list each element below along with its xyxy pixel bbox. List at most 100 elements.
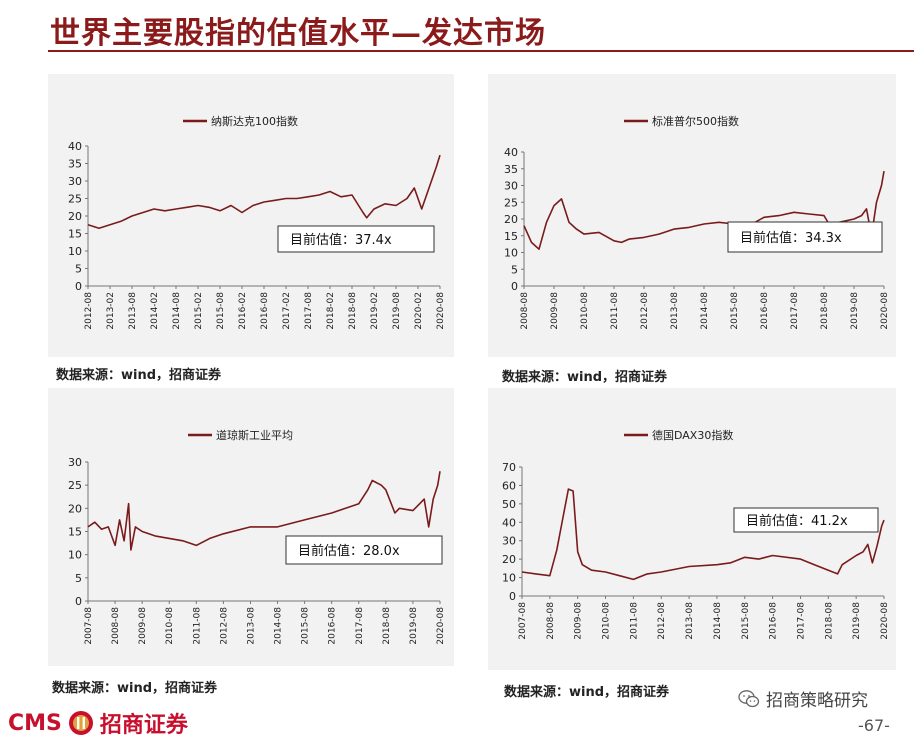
x-tick-label: 2012-08	[219, 607, 229, 645]
callout-box	[733, 507, 879, 533]
x-tick-label: 2012-08	[84, 292, 94, 330]
y-tick-label: 10	[68, 549, 82, 562]
chart-panel-dow: 0 5 10 15 20 25 30 2007-08 2008-08 2009-08 2010-08…	[48, 388, 454, 666]
y-tick-label: 25	[68, 193, 82, 206]
x-tick-label: 2013-08	[670, 292, 680, 330]
y-tick-label: 60	[502, 479, 516, 492]
x-tick-label: 2010-08	[165, 607, 175, 645]
x-tick-label: 2009-08	[574, 602, 584, 640]
series-line-nasdaq	[87, 154, 441, 230]
y-tick-label: 20	[504, 213, 518, 226]
y-tick-label: 0	[509, 590, 516, 603]
legend: 标准普尔500指数	[624, 114, 739, 128]
y-tick-label: 20	[68, 210, 82, 223]
x-tick-label: 2008-08	[111, 607, 121, 645]
x-tick-label: 2018-02	[326, 292, 336, 330]
y-tick-label: 50	[502, 498, 516, 511]
y-tick-label: 5	[75, 572, 82, 585]
y-tick-label: 0	[75, 595, 82, 608]
y-tick-label: 20	[68, 502, 82, 515]
y-tick-label: 10	[504, 247, 518, 260]
x-tick-label: 2017-08	[304, 292, 314, 330]
x-tick-label: 2019-08	[850, 292, 860, 330]
current-valuation-callout: 目前估值：28.0x	[285, 535, 443, 565]
chart-sp500: 0 5 10 15 20 25 30 35 40 2008-08 2009-08 2010-08 201…	[504, 114, 890, 330]
x-tick-label: 2015-08	[730, 292, 740, 330]
x-tick-label: 2013-08	[685, 602, 695, 640]
y-tick-label: 0	[511, 280, 518, 293]
x-tick-label: 2018-08	[348, 292, 358, 330]
y-tick-label: 0	[75, 280, 82, 293]
callout-box	[727, 221, 883, 253]
legend: 德国DAX30指数	[624, 428, 733, 442]
y-tick-label: 30	[68, 456, 82, 469]
y-tick-label: 35	[504, 163, 518, 176]
y-tick-label: 15	[68, 228, 82, 241]
x-tick-label: 2016-08	[769, 602, 779, 640]
y-tick-label: 30	[68, 175, 82, 188]
x-tick-label: 2014-08	[274, 607, 284, 645]
x-tick-label: 2017-08	[790, 292, 800, 330]
y-tick-label: 25	[68, 479, 82, 492]
brand-footer: CMS 招商证券	[8, 708, 188, 739]
x-tick-label: 2014-08	[700, 292, 710, 330]
current-valuation-callout: 目前估值：37.4x	[277, 225, 435, 253]
source-note-dax: 数据来源：wind，招商证券	[504, 685, 670, 700]
legend-label: 标准普尔500指数	[652, 114, 739, 128]
x-tick-label: 2008-08	[520, 292, 530, 330]
x-tick-label: 2019-08	[852, 602, 862, 640]
x-tick-label: 2016-08	[328, 607, 338, 645]
chart-dow: 0 5 10 15 20 25 30 2007-08 2008-08 2009-08 2010-08…	[68, 428, 446, 645]
x-tick-label: 2008-08	[546, 602, 556, 640]
chart-nasdaq: 0 5 10 15 20 25 30 35 40 2012-08 2013-02 2013-08 201…	[68, 114, 446, 330]
x-tick-label: 2017-02	[282, 292, 292, 330]
current-valuation-callout: 目前估值：41.2x	[733, 507, 879, 533]
x-tick-label: 2013-08	[246, 607, 256, 645]
y-tick-label: 15	[504, 230, 518, 243]
x-tick-label: 2017-08	[355, 607, 365, 645]
x-tick-label: 2010-08	[602, 602, 612, 640]
x-tick-label: 2015-02	[194, 292, 204, 330]
wechat-name: 招商策略研究	[766, 691, 868, 711]
y-tick-label: 40	[68, 140, 82, 153]
y-tick-label: 5	[75, 263, 82, 276]
x-tick-label: 2020-08	[436, 292, 446, 330]
source-note-sp500: 数据来源：wind，招商证券	[502, 370, 668, 385]
x-tick-label: 2018-08	[382, 607, 392, 645]
series-line-dax	[521, 488, 885, 581]
x-tick-label: 2019-08	[409, 607, 419, 645]
callout-label: 目前估值：41.2x	[746, 513, 848, 529]
callout-label: 目前估值：28.0x	[298, 543, 400, 559]
page-number: -67-	[858, 716, 890, 735]
x-tick-label: 2014-02	[150, 292, 160, 330]
legend-label: 纳斯达克100指数	[211, 114, 298, 128]
x-tick-label: 2016-02	[238, 292, 248, 330]
source-note-nasdaq: 数据来源：wind，招商证券	[56, 368, 222, 383]
wechat-icon	[738, 689, 760, 707]
brand-name: 招商证券	[99, 712, 188, 738]
x-tick-label: 2020-08	[880, 292, 890, 330]
x-tick-label: 2012-08	[657, 602, 667, 640]
title-rule	[48, 50, 914, 52]
y-tick-label: 40	[502, 516, 516, 529]
x-tick-label: 2007-08	[518, 602, 528, 640]
callout-label: 目前估值：37.4x	[290, 232, 392, 248]
x-tick-label: 2016-08	[260, 292, 270, 330]
chart-dax: 0 10 20 30 40 50 60 70 2007-08 2008-08 2009-08 2010…	[502, 428, 890, 640]
x-tick-label: 2014-08	[713, 602, 723, 640]
y-tick-label: 25	[504, 196, 518, 209]
legend-label: 道琼斯工业平均	[216, 428, 293, 442]
x-tick-label: 2013-08	[128, 292, 138, 330]
y-tick-label: 10	[68, 245, 82, 258]
series-line-dow	[87, 471, 441, 551]
page-title: 世界主要股指的估值水平—发达市场	[50, 16, 546, 51]
y-tick-label: 30	[502, 535, 516, 548]
x-tick-label: 2020-02	[414, 292, 424, 330]
brand-cms: CMS	[8, 710, 62, 736]
x-tick-label: 2010-08	[580, 292, 590, 330]
x-tick-label: 2019-08	[392, 292, 402, 330]
chart-panel-sp500: 0 5 10 15 20 25 30 35 40 2008-08 2009-08 2010-08 201…	[488, 74, 896, 357]
x-tick-label: 2018-08	[820, 292, 830, 330]
x-tick-label: 2015-08	[216, 292, 226, 330]
y-tick-label: 30	[504, 180, 518, 193]
